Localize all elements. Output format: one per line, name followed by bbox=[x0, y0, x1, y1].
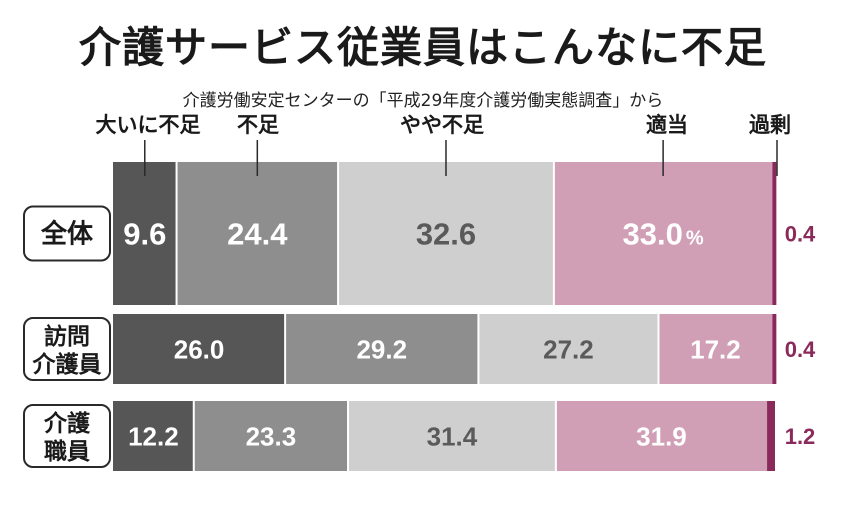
category-label-box bbox=[23, 317, 111, 381]
data-label: 0.4 bbox=[785, 221, 816, 246]
bar-segment-2 bbox=[176, 162, 339, 305]
bar-segment-1 bbox=[113, 162, 177, 305]
bar-segment-5 bbox=[772, 314, 777, 384]
legend-label: 適当 bbox=[646, 113, 688, 137]
category-label-box bbox=[23, 404, 111, 468]
category-label: 全体 bbox=[40, 219, 94, 250]
data-label: 17.2 bbox=[690, 334, 741, 364]
data-label: 24.4 bbox=[227, 217, 288, 252]
bar-segment-5 bbox=[772, 162, 777, 305]
bar-segment-3 bbox=[348, 401, 556, 471]
legend-label: 不足 bbox=[237, 113, 279, 137]
bar-segment-3 bbox=[478, 314, 659, 384]
bar-segment-2 bbox=[193, 401, 349, 471]
data-label: 0.4 bbox=[785, 337, 816, 362]
bar-segment-4 bbox=[553, 162, 773, 305]
category-label: 介護 bbox=[43, 410, 91, 437]
bar-segment-5 bbox=[767, 401, 775, 471]
data-label: 23.3 bbox=[246, 421, 297, 451]
bar-segment-4 bbox=[555, 401, 768, 471]
legend-label: やや不足 bbox=[400, 113, 484, 137]
data-label: 1.2 bbox=[785, 424, 816, 449]
chart-title: 介護サービス従業員はこんなに不足 bbox=[78, 23, 767, 72]
data-label: 31.4 bbox=[427, 421, 478, 451]
data-label: 26.0 bbox=[174, 334, 225, 364]
category-label: 介護員 bbox=[32, 351, 102, 378]
percent-mark: % bbox=[686, 228, 704, 250]
data-label: 29.2 bbox=[356, 334, 407, 364]
data-label: 32.6 bbox=[416, 217, 476, 252]
category-label-box bbox=[23, 205, 111, 262]
category-label: 訪問 bbox=[44, 323, 90, 350]
bar-segment-3 bbox=[338, 162, 554, 305]
data-label: 9.6 bbox=[123, 217, 166, 252]
legend-label: 過剰 bbox=[749, 113, 791, 137]
category-label: 職員 bbox=[44, 438, 90, 465]
chart-subtitle: 介護労働安定センターの「平成29年度介護労働実態調査」から bbox=[182, 91, 664, 111]
bar-segment-4 bbox=[658, 314, 773, 384]
data-label: 31.9 bbox=[636, 421, 687, 451]
data-label: 27.2 bbox=[543, 334, 594, 364]
legend-label: 大いに不足 bbox=[96, 113, 201, 137]
bar-segment-1 bbox=[113, 314, 286, 384]
bar-segment-2 bbox=[285, 314, 479, 384]
data-label: 12.2 bbox=[128, 421, 179, 451]
bar-segment-1 bbox=[113, 401, 194, 471]
